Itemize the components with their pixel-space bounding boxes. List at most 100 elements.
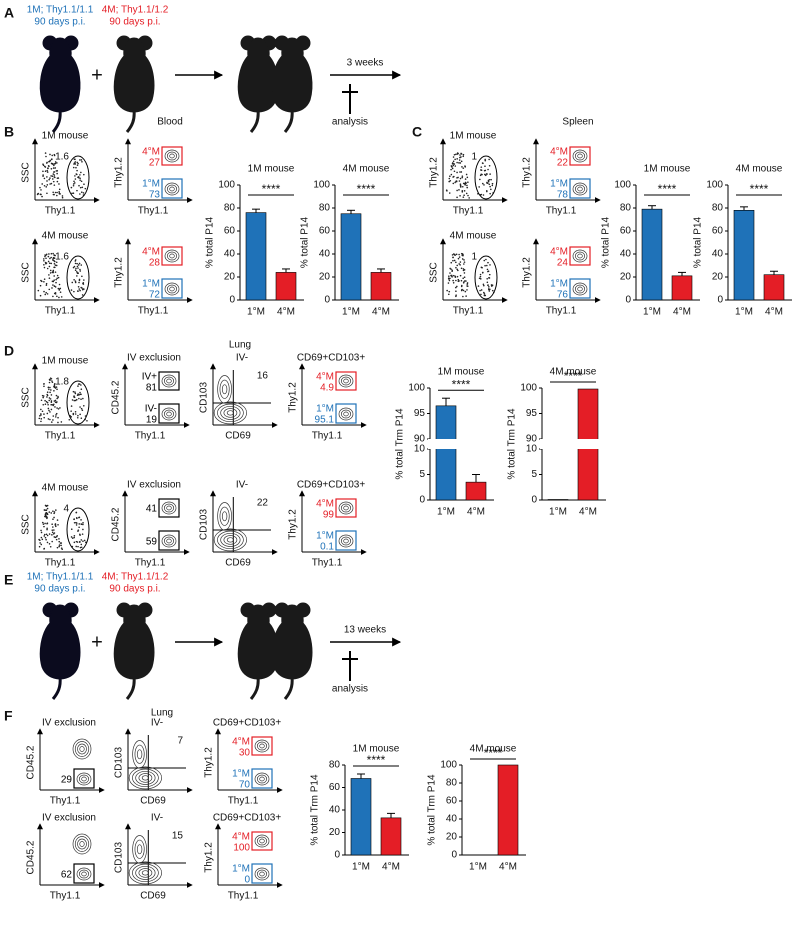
event-dot: [484, 169, 487, 172]
event-dot: [80, 523, 82, 525]
gate-name: 1°M: [142, 179, 160, 190]
contour: [577, 286, 583, 292]
event-dot: [40, 418, 43, 420]
gate: [251, 863, 273, 884]
event-dot: [49, 411, 51, 413]
y-tick-label: 100: [313, 180, 330, 191]
contour: [169, 186, 175, 192]
event-dot: [447, 293, 450, 296]
event-dot: [57, 421, 59, 424]
bar: [350, 778, 372, 856]
axis-break: [540, 439, 610, 449]
event-dot: [46, 527, 48, 530]
x-tick-label: 4°M: [765, 307, 783, 318]
event-dot: [55, 535, 58, 538]
time-label: 90 days p.i.: [109, 17, 160, 28]
event-dot: [55, 170, 58, 172]
event-dot: [52, 526, 54, 528]
event-dot: [463, 190, 466, 192]
event-dot: [78, 394, 80, 396]
bar: [763, 274, 785, 301]
event-dot: [462, 268, 465, 270]
event-dot: [43, 290, 45, 293]
event-dot: [45, 400, 48, 403]
event-dot: [488, 183, 491, 186]
event-dot: [58, 296, 60, 299]
event-dot: [55, 414, 57, 416]
contour: [574, 284, 586, 294]
axis-label: CD103: [199, 382, 210, 414]
event-dot: [43, 177, 46, 180]
event-dot: [45, 284, 48, 286]
event-dot: [53, 529, 55, 531]
event-dot: [56, 397, 58, 400]
event-dot: [479, 275, 482, 278]
event-dot: [50, 256, 52, 259]
axis-label: Thy1.1: [228, 796, 259, 807]
event-dot: [60, 547, 63, 549]
event-dot: [489, 185, 491, 188]
event-dot: [452, 156, 455, 158]
event-dot: [458, 263, 460, 265]
event-dot: [54, 523, 57, 526]
event-dot: [464, 280, 466, 282]
axis-label: CD103: [114, 842, 125, 874]
row-title: 1M mouse: [450, 131, 497, 142]
chart-title: 1M mouse: [438, 367, 485, 378]
event-dot: [74, 262, 77, 265]
event-dot: [484, 159, 487, 162]
event-dot: [53, 254, 55, 256]
gate: [335, 498, 357, 518]
contour: [577, 153, 583, 159]
event-dot: [43, 413, 45, 415]
event-dot: [47, 418, 50, 420]
event-dot: [76, 272, 79, 274]
contour: [163, 536, 175, 546]
contour: [81, 776, 87, 782]
event-dot: [46, 528, 48, 531]
event-dot: [478, 186, 480, 188]
event-dot: [76, 517, 78, 520]
event-dot: [80, 388, 83, 391]
event-dot: [76, 416, 79, 419]
event-dot: [52, 180, 55, 183]
gate-value: 41: [146, 504, 158, 515]
event-dot: [80, 417, 83, 419]
x-tick-label: 1°M: [352, 862, 370, 873]
event-dot: [74, 280, 77, 283]
significance-label: ****: [452, 377, 471, 391]
event-dot: [50, 400, 53, 402]
tissue-label: Spleen: [562, 117, 593, 128]
event-dot: [454, 158, 456, 161]
event-dot: [487, 180, 490, 183]
event-dot: [77, 385, 79, 387]
event-dot: [51, 540, 53, 543]
event-dot: [460, 153, 463, 155]
event-dot: [46, 401, 49, 404]
event-dot: [461, 176, 464, 179]
contour: [574, 251, 586, 261]
contour: [343, 538, 349, 544]
event-dot: [58, 283, 61, 286]
event-dot: [44, 254, 47, 257]
event-dot: [55, 538, 58, 541]
y-tick-label: 20: [319, 272, 331, 283]
contour: [572, 182, 588, 196]
event-dot: [55, 412, 58, 415]
event-dot: [46, 396, 48, 398]
event-dot: [459, 171, 461, 173]
gate-name: IV+: [142, 372, 157, 383]
event-dot: [52, 510, 54, 512]
event-dot: [76, 169, 78, 172]
event-dot: [53, 389, 55, 392]
event-dot: [450, 168, 452, 171]
event-dot: [58, 188, 61, 191]
event-dot: [53, 382, 56, 385]
event-dot: [81, 287, 83, 289]
event-dot: [483, 291, 485, 294]
y-axis-label: % total P14: [693, 216, 704, 268]
event-dot: [57, 287, 60, 290]
event-dot: [43, 280, 45, 283]
contour: [132, 740, 147, 769]
chart-title: 1M mouse: [353, 744, 400, 755]
